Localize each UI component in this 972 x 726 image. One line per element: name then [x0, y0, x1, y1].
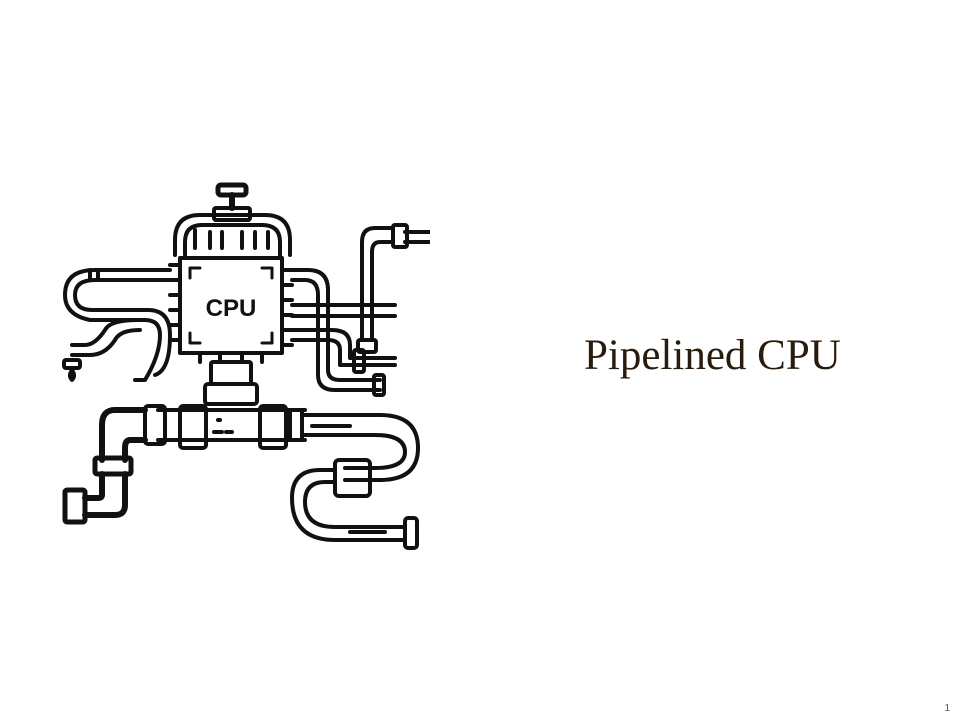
- center-stem: [203, 360, 259, 406]
- bottom-left-elbow: [62, 407, 148, 525]
- right-elbow-pipe: [356, 223, 430, 354]
- slide-title: Pipelined CPU: [584, 332, 841, 379]
- bottom-right-loop: [290, 413, 420, 550]
- bottom-main-pipe: [143, 404, 307, 450]
- cpu-pipes-icon: CPU: [62, 182, 430, 550]
- right-horizontal-pipes: [290, 268, 397, 397]
- page-number: 1: [944, 703, 950, 714]
- cpu-chip: CPU: [168, 256, 294, 364]
- left-loop-pipe: [62, 268, 172, 382]
- top-valve: [173, 182, 292, 257]
- cpu-chip-label: CPU: [206, 295, 257, 322]
